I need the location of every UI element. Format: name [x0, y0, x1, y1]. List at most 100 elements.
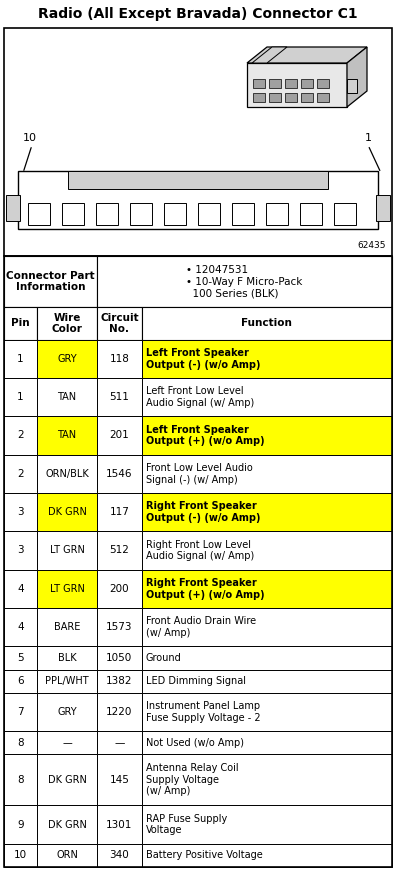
Bar — [97, 256, 392, 307]
Bar — [142, 754, 392, 806]
Bar — [97, 669, 142, 693]
Text: 1: 1 — [17, 392, 24, 402]
Text: 4: 4 — [17, 622, 24, 632]
Text: 3: 3 — [17, 507, 24, 517]
Bar — [4, 416, 37, 454]
Bar — [142, 307, 392, 340]
Bar — [97, 307, 142, 340]
Bar — [4, 307, 37, 340]
Text: 9: 9 — [17, 819, 24, 830]
Text: 5: 5 — [17, 653, 24, 663]
Text: 1301: 1301 — [106, 819, 133, 830]
Bar — [37, 493, 97, 531]
Text: 1573: 1573 — [106, 622, 133, 632]
Bar — [4, 608, 37, 647]
Text: BLK: BLK — [58, 653, 76, 663]
Bar — [97, 608, 142, 647]
Bar — [142, 340, 392, 378]
Bar — [142, 531, 392, 570]
Text: 118: 118 — [109, 354, 129, 364]
Bar — [97, 754, 142, 806]
Bar — [18, 171, 378, 229]
Bar — [142, 454, 392, 493]
Bar — [269, 93, 281, 102]
Bar — [4, 731, 37, 754]
Text: TAN: TAN — [57, 430, 76, 441]
Bar — [4, 647, 37, 669]
Bar — [68, 171, 328, 189]
Text: ORN: ORN — [56, 851, 78, 860]
Bar — [37, 647, 97, 669]
Text: 8: 8 — [17, 738, 24, 747]
Text: Antenna Relay Coil
Supply Voltage
(w/ Amp): Antenna Relay Coil Supply Voltage (w/ Am… — [146, 763, 238, 797]
Bar — [97, 570, 142, 608]
Bar — [97, 844, 142, 867]
Bar — [97, 378, 142, 416]
Bar — [37, 608, 97, 647]
Bar — [142, 731, 392, 754]
Bar — [97, 416, 142, 454]
Bar — [347, 79, 357, 93]
Bar — [37, 570, 97, 608]
Text: 201: 201 — [110, 430, 129, 441]
Bar — [142, 570, 392, 608]
Bar — [4, 454, 37, 493]
Text: Right Front Low Level
Audio Signal (w/ Amp): Right Front Low Level Audio Signal (w/ A… — [146, 540, 254, 561]
Text: Instrument Panel Lamp
Fuse Supply Voltage - 2: Instrument Panel Lamp Fuse Supply Voltag… — [146, 701, 260, 723]
Bar — [37, 754, 97, 806]
Text: 10: 10 — [14, 851, 27, 860]
Bar — [130, 203, 152, 225]
Bar — [37, 669, 97, 693]
Text: GRY: GRY — [57, 706, 77, 717]
Text: 340: 340 — [110, 851, 129, 860]
Bar — [253, 93, 265, 102]
Text: 10: 10 — [23, 133, 37, 143]
Bar — [28, 203, 50, 225]
Bar — [142, 669, 392, 693]
Bar — [4, 256, 392, 867]
Bar — [4, 844, 37, 867]
Text: Not Used (w/o Amp): Not Used (w/o Amp) — [146, 738, 244, 747]
Bar — [266, 203, 288, 225]
Bar — [376, 195, 390, 221]
Bar — [37, 454, 97, 493]
Bar — [142, 378, 392, 416]
Text: Right Front Speaker
Output (-) (w/o Amp): Right Front Speaker Output (-) (w/o Amp) — [146, 501, 260, 523]
Bar — [37, 378, 97, 416]
Bar — [142, 693, 392, 731]
Bar — [142, 647, 392, 669]
Text: TAN: TAN — [57, 392, 76, 402]
Text: 4: 4 — [17, 584, 24, 594]
Bar — [97, 493, 142, 531]
Text: Left Front Speaker
Output (+) (w/o Amp): Left Front Speaker Output (+) (w/o Amp) — [146, 425, 265, 447]
Bar — [142, 493, 392, 531]
Text: DK GRN: DK GRN — [48, 775, 86, 785]
Text: 1220: 1220 — [106, 706, 133, 717]
Text: 1546: 1546 — [106, 468, 133, 479]
Bar — [97, 806, 142, 844]
Bar — [253, 79, 265, 88]
Text: LT GRN: LT GRN — [50, 546, 84, 555]
Bar — [317, 93, 329, 102]
Text: 6: 6 — [17, 676, 24, 687]
Text: 200: 200 — [110, 584, 129, 594]
Bar — [4, 754, 37, 806]
Text: 62435: 62435 — [358, 241, 386, 250]
Bar — [301, 79, 313, 88]
Text: Radio (All Except Bravada) Connector C1: Radio (All Except Bravada) Connector C1 — [38, 7, 358, 21]
Text: 2: 2 — [17, 430, 24, 441]
Text: Left Front Speaker
Output (-) (w/o Amp): Left Front Speaker Output (-) (w/o Amp) — [146, 348, 260, 369]
Bar — [269, 79, 281, 88]
Text: RAP Fuse Supply
Voltage: RAP Fuse Supply Voltage — [146, 813, 227, 835]
Text: Pin: Pin — [11, 318, 30, 328]
Bar — [37, 844, 97, 867]
Bar — [37, 693, 97, 731]
Bar — [4, 806, 37, 844]
Text: PPL/WHT: PPL/WHT — [45, 676, 89, 687]
Text: 1: 1 — [17, 354, 24, 364]
Text: Circuit
No.: Circuit No. — [100, 313, 139, 335]
Bar — [232, 203, 254, 225]
Text: Right Front Speaker
Output (+) (w/o Amp): Right Front Speaker Output (+) (w/o Amp) — [146, 578, 265, 600]
Polygon shape — [252, 47, 287, 63]
Text: • 12047531
• 10-Way F Micro-Pack
  100 Series (BLK): • 12047531 • 10-Way F Micro-Pack 100 Ser… — [187, 265, 303, 298]
